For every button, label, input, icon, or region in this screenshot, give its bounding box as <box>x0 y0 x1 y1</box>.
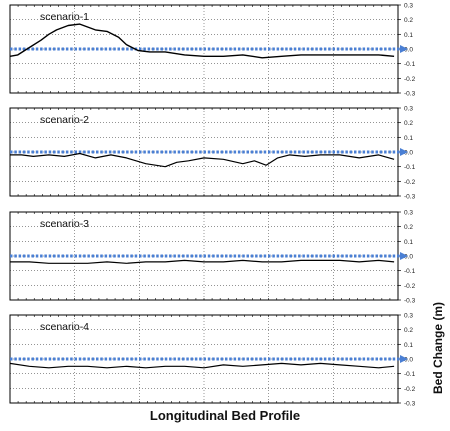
panel-scenario-3: 0.3 0.2 0.1 0.0 -0.1 -0.2 -0.3 scenario-3 <box>9 210 416 305</box>
y-tick-label: -0.2 <box>404 179 416 186</box>
y-tick-label: -0.1 <box>404 164 416 171</box>
y-tick-label: 0.2 <box>404 224 413 231</box>
bed-change-line <box>9 23 395 59</box>
bed-change-line <box>10 259 395 264</box>
y-tick-label: 0.3 <box>404 313 413 320</box>
y-tick-label: 0.1 <box>404 135 413 142</box>
y-tick-label: -0.2 <box>404 386 416 393</box>
reference-arrow-icon <box>400 252 408 260</box>
panel-scenario-2: 0.3 0.2 0.1 0.0 -0.1 -0.2 -0.3 scenario-2 <box>9 106 416 201</box>
y-axis-label: Bed Change (m) <box>431 301 445 395</box>
panel-title: scenario-4 <box>40 321 89 333</box>
y-tick-label: -0.1 <box>404 61 416 68</box>
reference-arrow-icon <box>400 355 408 363</box>
y-tick-label: -0.1 <box>404 371 416 378</box>
bed-change-line <box>10 152 395 168</box>
panel-scenario-4: 0.3 0.2 0.1 0.0 -0.1 -0.2 -0.3 scenario-4 <box>9 313 416 408</box>
y-tick-label: 0.3 <box>404 3 413 10</box>
y-tick-label: -0.2 <box>404 76 416 83</box>
panel-title: scenario-1 <box>40 11 89 23</box>
y-tick-label: 0.2 <box>404 327 413 334</box>
y-tick-label: -0.3 <box>404 401 416 408</box>
y-tick-label: 0.3 <box>404 106 413 113</box>
y-tick-label: 0.2 <box>404 120 413 127</box>
reference-arrow-icon <box>400 45 408 53</box>
y-tick-label: -0.1 <box>404 268 416 275</box>
y-tick-label: 0.1 <box>404 32 413 39</box>
y-tick-label: 0.0 <box>404 357 413 364</box>
y-tick-label: 0.0 <box>404 254 413 261</box>
panel-title: scenario-2 <box>40 114 89 126</box>
y-tick-label: 0.0 <box>404 150 413 157</box>
panel-title: scenario-3 <box>40 218 89 230</box>
bed-change-line <box>9 362 395 369</box>
reference-arrow-icon <box>400 148 408 156</box>
y-tick-label: -0.3 <box>404 91 416 98</box>
y-tick-label: 0.1 <box>404 342 413 349</box>
y-tick-label: 0.0 <box>404 47 413 54</box>
x-axis-label: Longitudinal Bed Profile <box>149 408 301 423</box>
y-tick-label: 0.2 <box>404 17 413 24</box>
y-tick-label: 0.1 <box>404 239 413 246</box>
panel-scenario-1: 0.3 0.2 0.1 0.0 -0.1 -0.2 -0.3 scenario-1 <box>9 3 416 98</box>
y-tick-label: -0.2 <box>404 283 416 290</box>
y-tick-label: 0.3 <box>404 210 413 217</box>
y-tick-label: -0.3 <box>404 194 416 201</box>
y-tick-label: -0.3 <box>404 298 416 305</box>
